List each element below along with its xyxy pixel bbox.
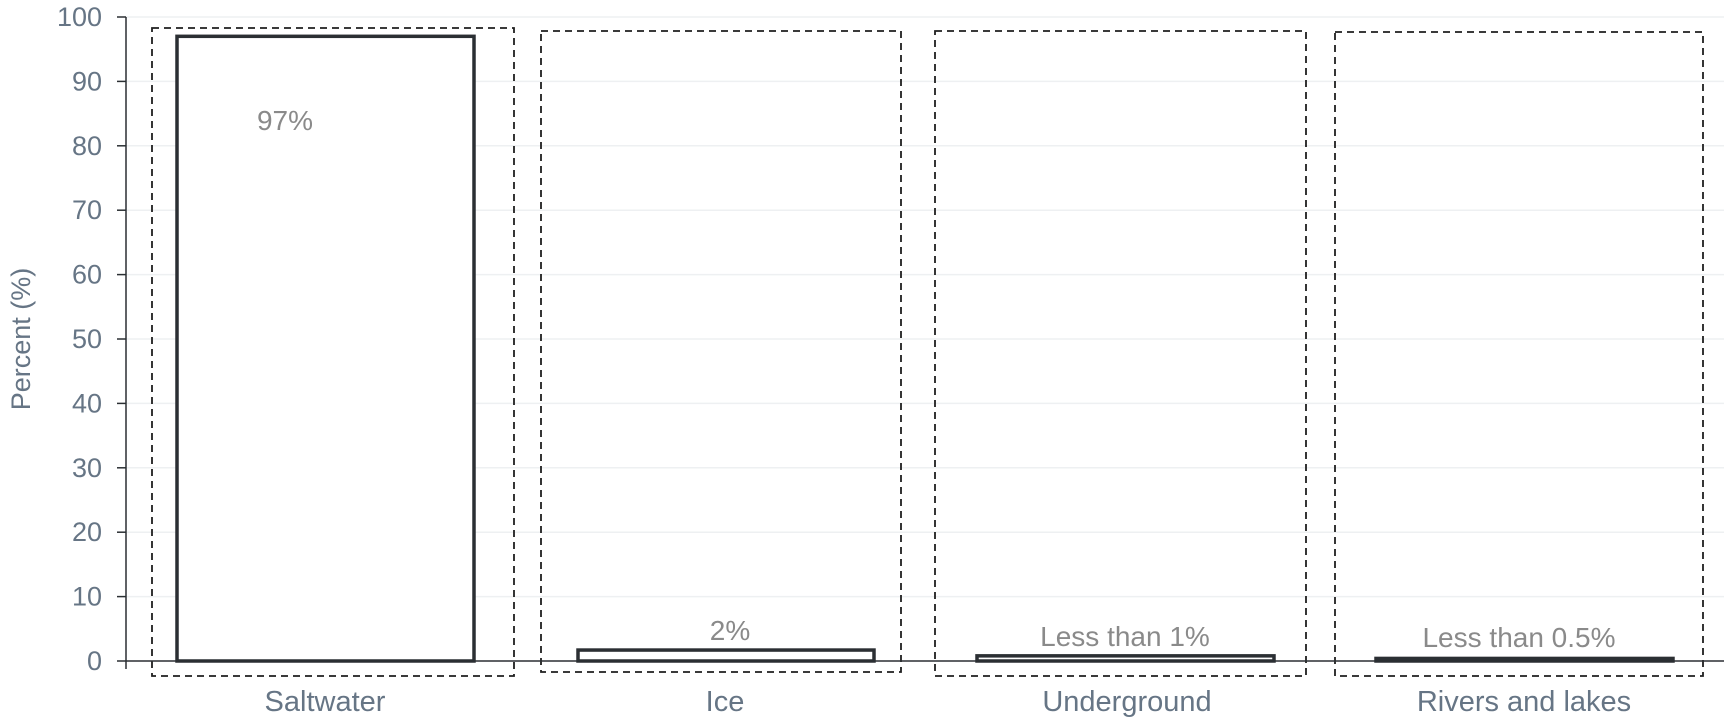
y-tick-label: 80 — [72, 131, 102, 161]
category-highlight-box — [934, 30, 1307, 677]
y-tick-label: 70 — [72, 195, 102, 225]
data-label: Less than 1% — [1040, 621, 1210, 652]
y-tick-label: 0 — [87, 646, 102, 676]
category-highlight-box — [1334, 31, 1704, 677]
y-tick-label: 50 — [72, 324, 102, 354]
x-tick-label: Saltwater — [265, 686, 386, 718]
y-tick-label: 100 — [57, 2, 102, 32]
bar-ice — [576, 648, 876, 663]
y-tick-label: 90 — [72, 66, 102, 96]
bar-underground — [975, 654, 1276, 663]
y-tick-label: 10 — [72, 582, 102, 612]
category-highlight-box — [151, 27, 515, 677]
y-tick-label: 40 — [72, 388, 102, 418]
data-label: 97% — [257, 105, 313, 136]
category-highlight-box — [540, 30, 902, 673]
bars — [175, 34, 1675, 663]
y-axis-ticks: 0 10 20 30 40 50 60 70 80 90 100 — [57, 2, 126, 676]
axes — [125, 17, 1724, 669]
y-tick-label: 60 — [72, 260, 102, 290]
x-tick-label: Underground — [1042, 686, 1211, 718]
y-tick-label: 20 — [72, 517, 102, 547]
data-label: Less than 0.5% — [1422, 622, 1615, 653]
x-tick-label: Ice — [706, 686, 745, 718]
category-highlight-boxes — [151, 27, 1704, 677]
data-labels: 97% 2% Less than 1% Less than 0.5% — [257, 105, 1616, 653]
y-tick-label: 30 — [72, 453, 102, 483]
data-label: 2% — [710, 615, 750, 646]
bar-saltwater — [175, 34, 476, 663]
y-axis-title: Percent (%) — [6, 268, 36, 411]
x-axis-category-labels: Saltwater Ice Underground Rivers and lakes — [265, 686, 1632, 718]
x-tick-label: Rivers and lakes — [1417, 686, 1631, 718]
